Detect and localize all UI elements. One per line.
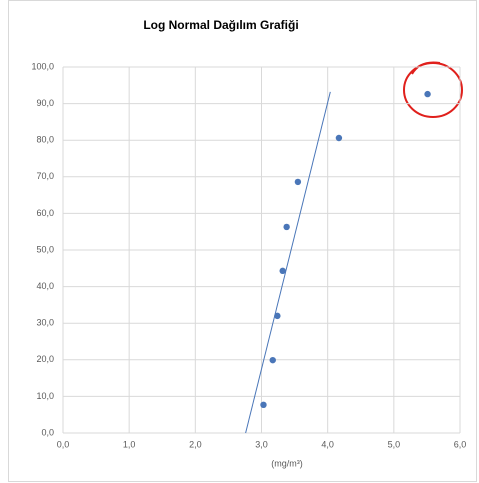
data-point bbox=[274, 312, 281, 320]
x-axis-label: (mg/m³) bbox=[271, 458, 303, 468]
y-tick-label: 70,0 bbox=[36, 171, 54, 181]
x-tick-label: 5,0 bbox=[388, 439, 401, 449]
chart-border bbox=[8, 0, 477, 482]
y-tick-label: 30,0 bbox=[36, 318, 54, 328]
x-tick-label: 3,0 bbox=[255, 439, 268, 449]
highlight-stroke bbox=[411, 61, 441, 75]
data-point bbox=[283, 223, 290, 231]
y-tick-label: 60,0 bbox=[36, 208, 54, 218]
y-tick-label: 90,0 bbox=[36, 98, 54, 108]
data-point bbox=[269, 356, 276, 364]
chart-title: Log Normal Dağılım Grafiği bbox=[143, 18, 298, 32]
x-tick-label: 4,0 bbox=[321, 439, 334, 449]
y-tick-label: 80,0 bbox=[36, 135, 54, 145]
data-point bbox=[335, 134, 343, 142]
x-tick-label: 1,0 bbox=[123, 439, 136, 449]
y-tick-label: 50,0 bbox=[36, 244, 54, 254]
y-tick-label: 20,0 bbox=[36, 354, 54, 364]
trendline bbox=[245, 91, 331, 434]
x-tick-label: 2,0 bbox=[189, 439, 202, 449]
data-point bbox=[279, 267, 286, 275]
y-tick-label: 0,0 bbox=[41, 427, 54, 437]
data-point bbox=[424, 90, 431, 98]
y-tick-label: 10,0 bbox=[36, 391, 54, 401]
y-tick-label: 40,0 bbox=[36, 281, 54, 291]
x-tick-label: 0,0 bbox=[57, 439, 70, 449]
data-point bbox=[294, 178, 302, 186]
x-tick-label: 6,0 bbox=[454, 439, 467, 449]
data-point bbox=[260, 401, 267, 409]
y-tick-label: 100,0 bbox=[31, 61, 54, 71]
